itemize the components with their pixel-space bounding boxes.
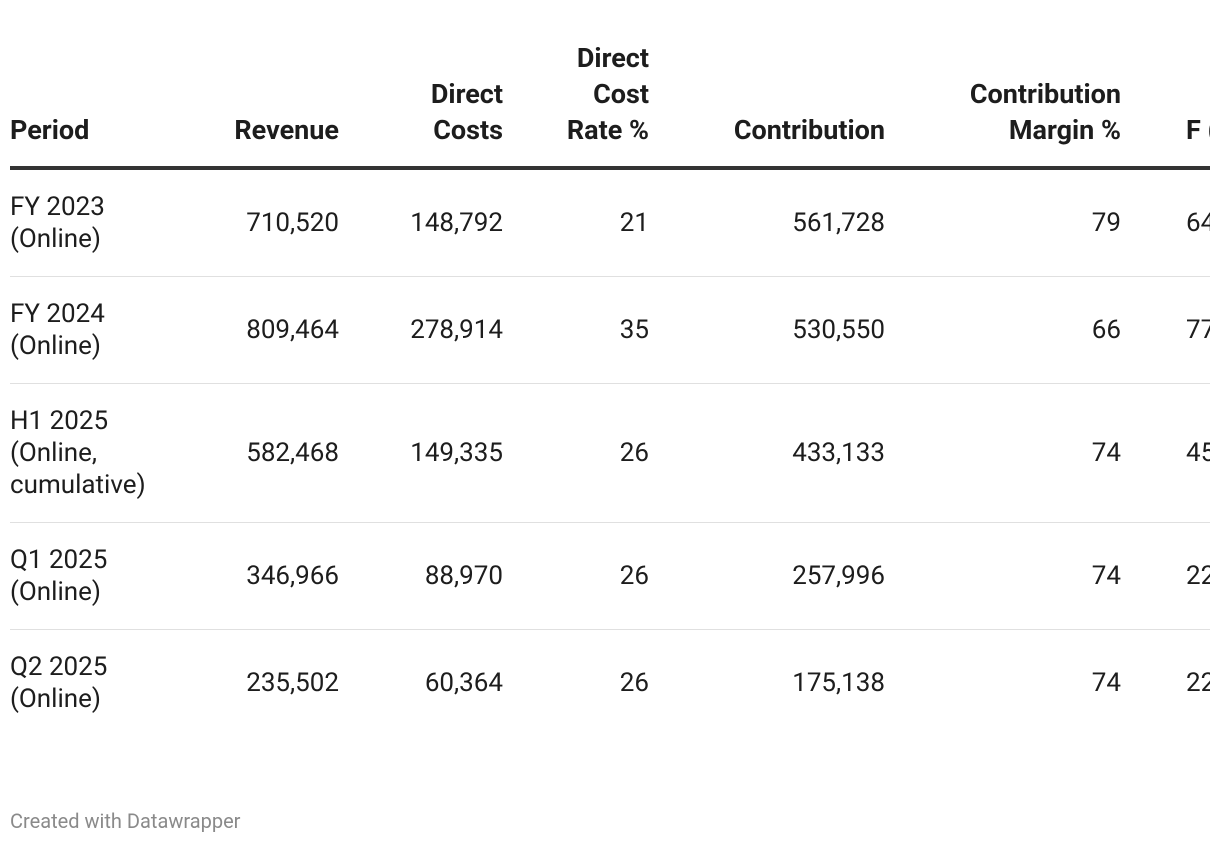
table-row: Q2 2025 (Online) 235,502 60,364 26 175,138 74… <box>10 630 1210 737</box>
period-cell: Q1 2025 (Online) <box>10 522 185 630</box>
header-text: Direct Costs <box>430 78 503 146</box>
value-cell: 561,728 <box>649 168 885 277</box>
period-cell: Q2 2025 (Online) <box>10 652 108 714</box>
value-cell: 278,914 <box>339 276 503 384</box>
value-cell: 77 <box>1121 276 1210 384</box>
value-cell: 257,996 <box>649 522 885 630</box>
value-cell: 74 <box>1091 668 1121 698</box>
value-cell: 582,468 <box>185 383 339 523</box>
period-cell: FY 2023 (Online) <box>10 168 185 277</box>
column-header: F ( <box>1121 40 1210 170</box>
value-cell: 22 <box>1186 668 1210 698</box>
table-body: FY 2023 (Online) 710,520 148,792 21 561,728 7… <box>10 168 1210 736</box>
data-table: Period Revenue Direct Costs Direct Cost Rat… <box>10 40 1210 736</box>
header-text: Contribution <box>733 114 885 146</box>
credit: Created with Datawrapper <box>10 809 241 833</box>
period-cell: FY 2024 (Online) <box>10 276 185 384</box>
period-cell: H1 2025 (Online, cumulative) <box>10 383 185 523</box>
value-cell: 88,970 <box>339 522 503 630</box>
column-header: Direct Costs <box>339 40 503 170</box>
value-cell: 530,550 <box>649 276 885 384</box>
value-cell: 809,464 <box>185 276 339 384</box>
value-cell: 710,520 <box>185 168 339 277</box>
header-text: Contribution Margin % <box>969 78 1121 146</box>
value-cell: 60,364 <box>424 668 503 698</box>
value-cell: 175,138 <box>792 668 885 698</box>
value-cell: 66 <box>885 276 1121 384</box>
value-cell: 235,502 <box>246 668 339 698</box>
value-cell: 26 <box>503 383 649 523</box>
value-cell: 26 <box>503 522 649 630</box>
value-cell: 346,966 <box>185 522 339 630</box>
table-row: FY 2023 (Online) 710,520 148,792 21 561,728 7… <box>10 168 1210 277</box>
header-text: Period <box>10 114 90 146</box>
value-cell: 79 <box>885 168 1121 277</box>
column-header: Contribution <box>649 40 885 170</box>
value-cell: 22 <box>1121 522 1210 630</box>
value-cell: 74 <box>885 522 1121 630</box>
column-header: Period <box>10 40 185 170</box>
value-cell: 35 <box>503 276 649 384</box>
column-header: Direct Cost Rate % <box>503 40 649 170</box>
header-text: Revenue <box>234 114 339 146</box>
value-cell: 74 <box>885 383 1121 523</box>
table-row: FY 2024 (Online) 809,464 278,914 35 530,550 6… <box>10 276 1210 384</box>
column-header: Revenue <box>185 40 339 170</box>
table-container: Period Revenue Direct Costs Direct Cost Rat… <box>10 40 1210 736</box>
value-cell: 433,133 <box>649 383 885 523</box>
value-cell: 64 <box>1121 168 1210 277</box>
header-row: Period Revenue Direct Costs Direct Cost Rat… <box>10 40 1210 170</box>
column-header: Contribution Margin % <box>885 40 1121 170</box>
header-text: Direct Cost Rate % <box>566 42 649 146</box>
value-cell: 149,335 <box>339 383 503 523</box>
table-row: Q1 2025 (Online) 346,966 88,970 26 257,996 74… <box>10 522 1210 630</box>
value-cell: 45 <box>1121 383 1210 523</box>
header-text: F ( <box>1186 114 1210 146</box>
value-cell: 21 <box>503 168 649 277</box>
value-cell: 148,792 <box>339 168 503 277</box>
value-cell: 26 <box>619 668 649 698</box>
table-row: H1 2025 (Online, cumulative) 582,468 149,3… <box>10 383 1210 523</box>
